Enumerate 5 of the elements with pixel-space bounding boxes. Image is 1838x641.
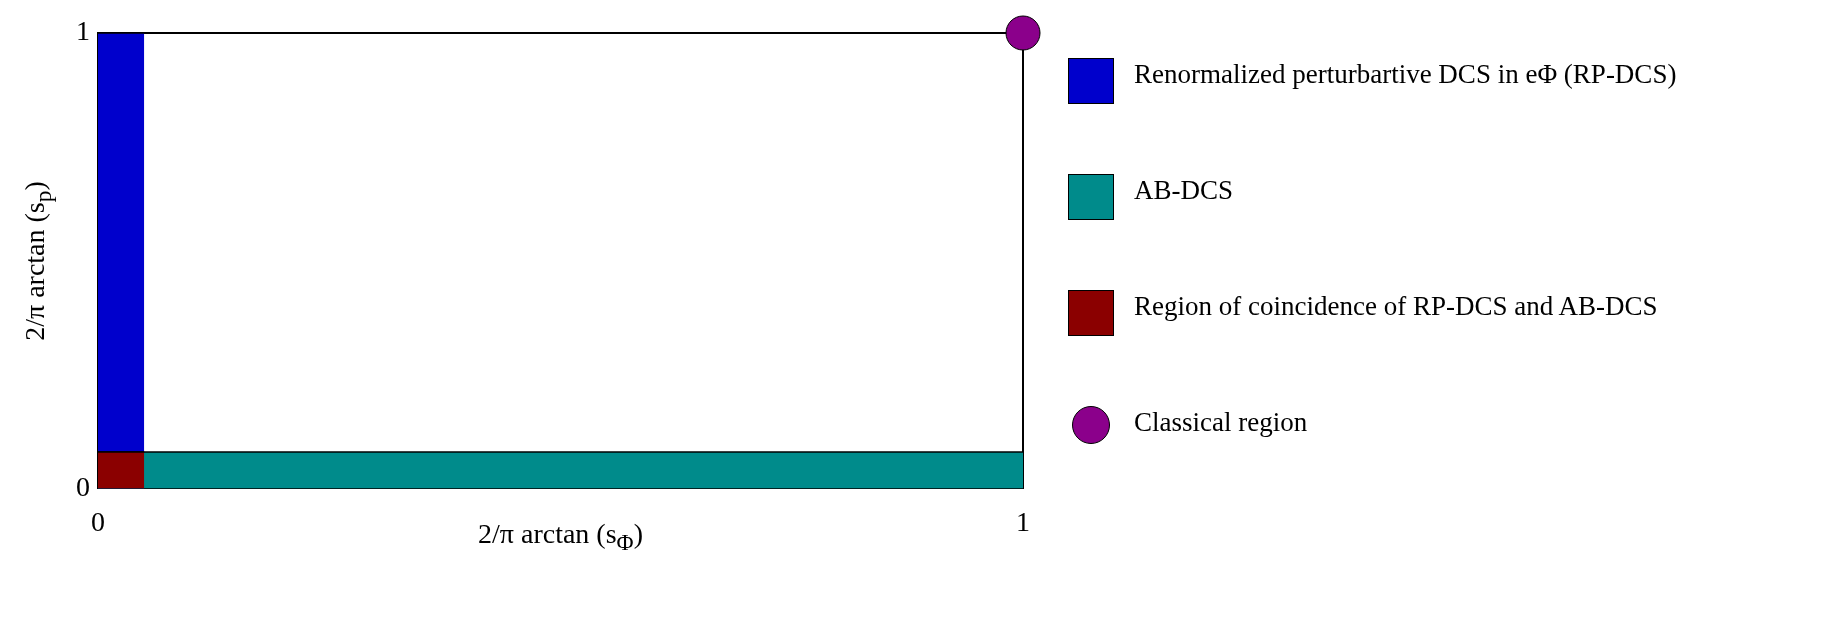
- legend-label: AB-DCS: [1134, 174, 1234, 205]
- legend-label: Region of coincidence of RP-DCS and AB-DCS: [1134, 290, 1658, 321]
- x-axis-title: 2/π arctan (s$_{Φ}$): [478, 518, 643, 556]
- legend-label: Classical region: [1134, 406, 1308, 437]
- legend-label: Renormalized perturbartive DCS in eΦ (RP-DCS): [1134, 58, 1677, 89]
